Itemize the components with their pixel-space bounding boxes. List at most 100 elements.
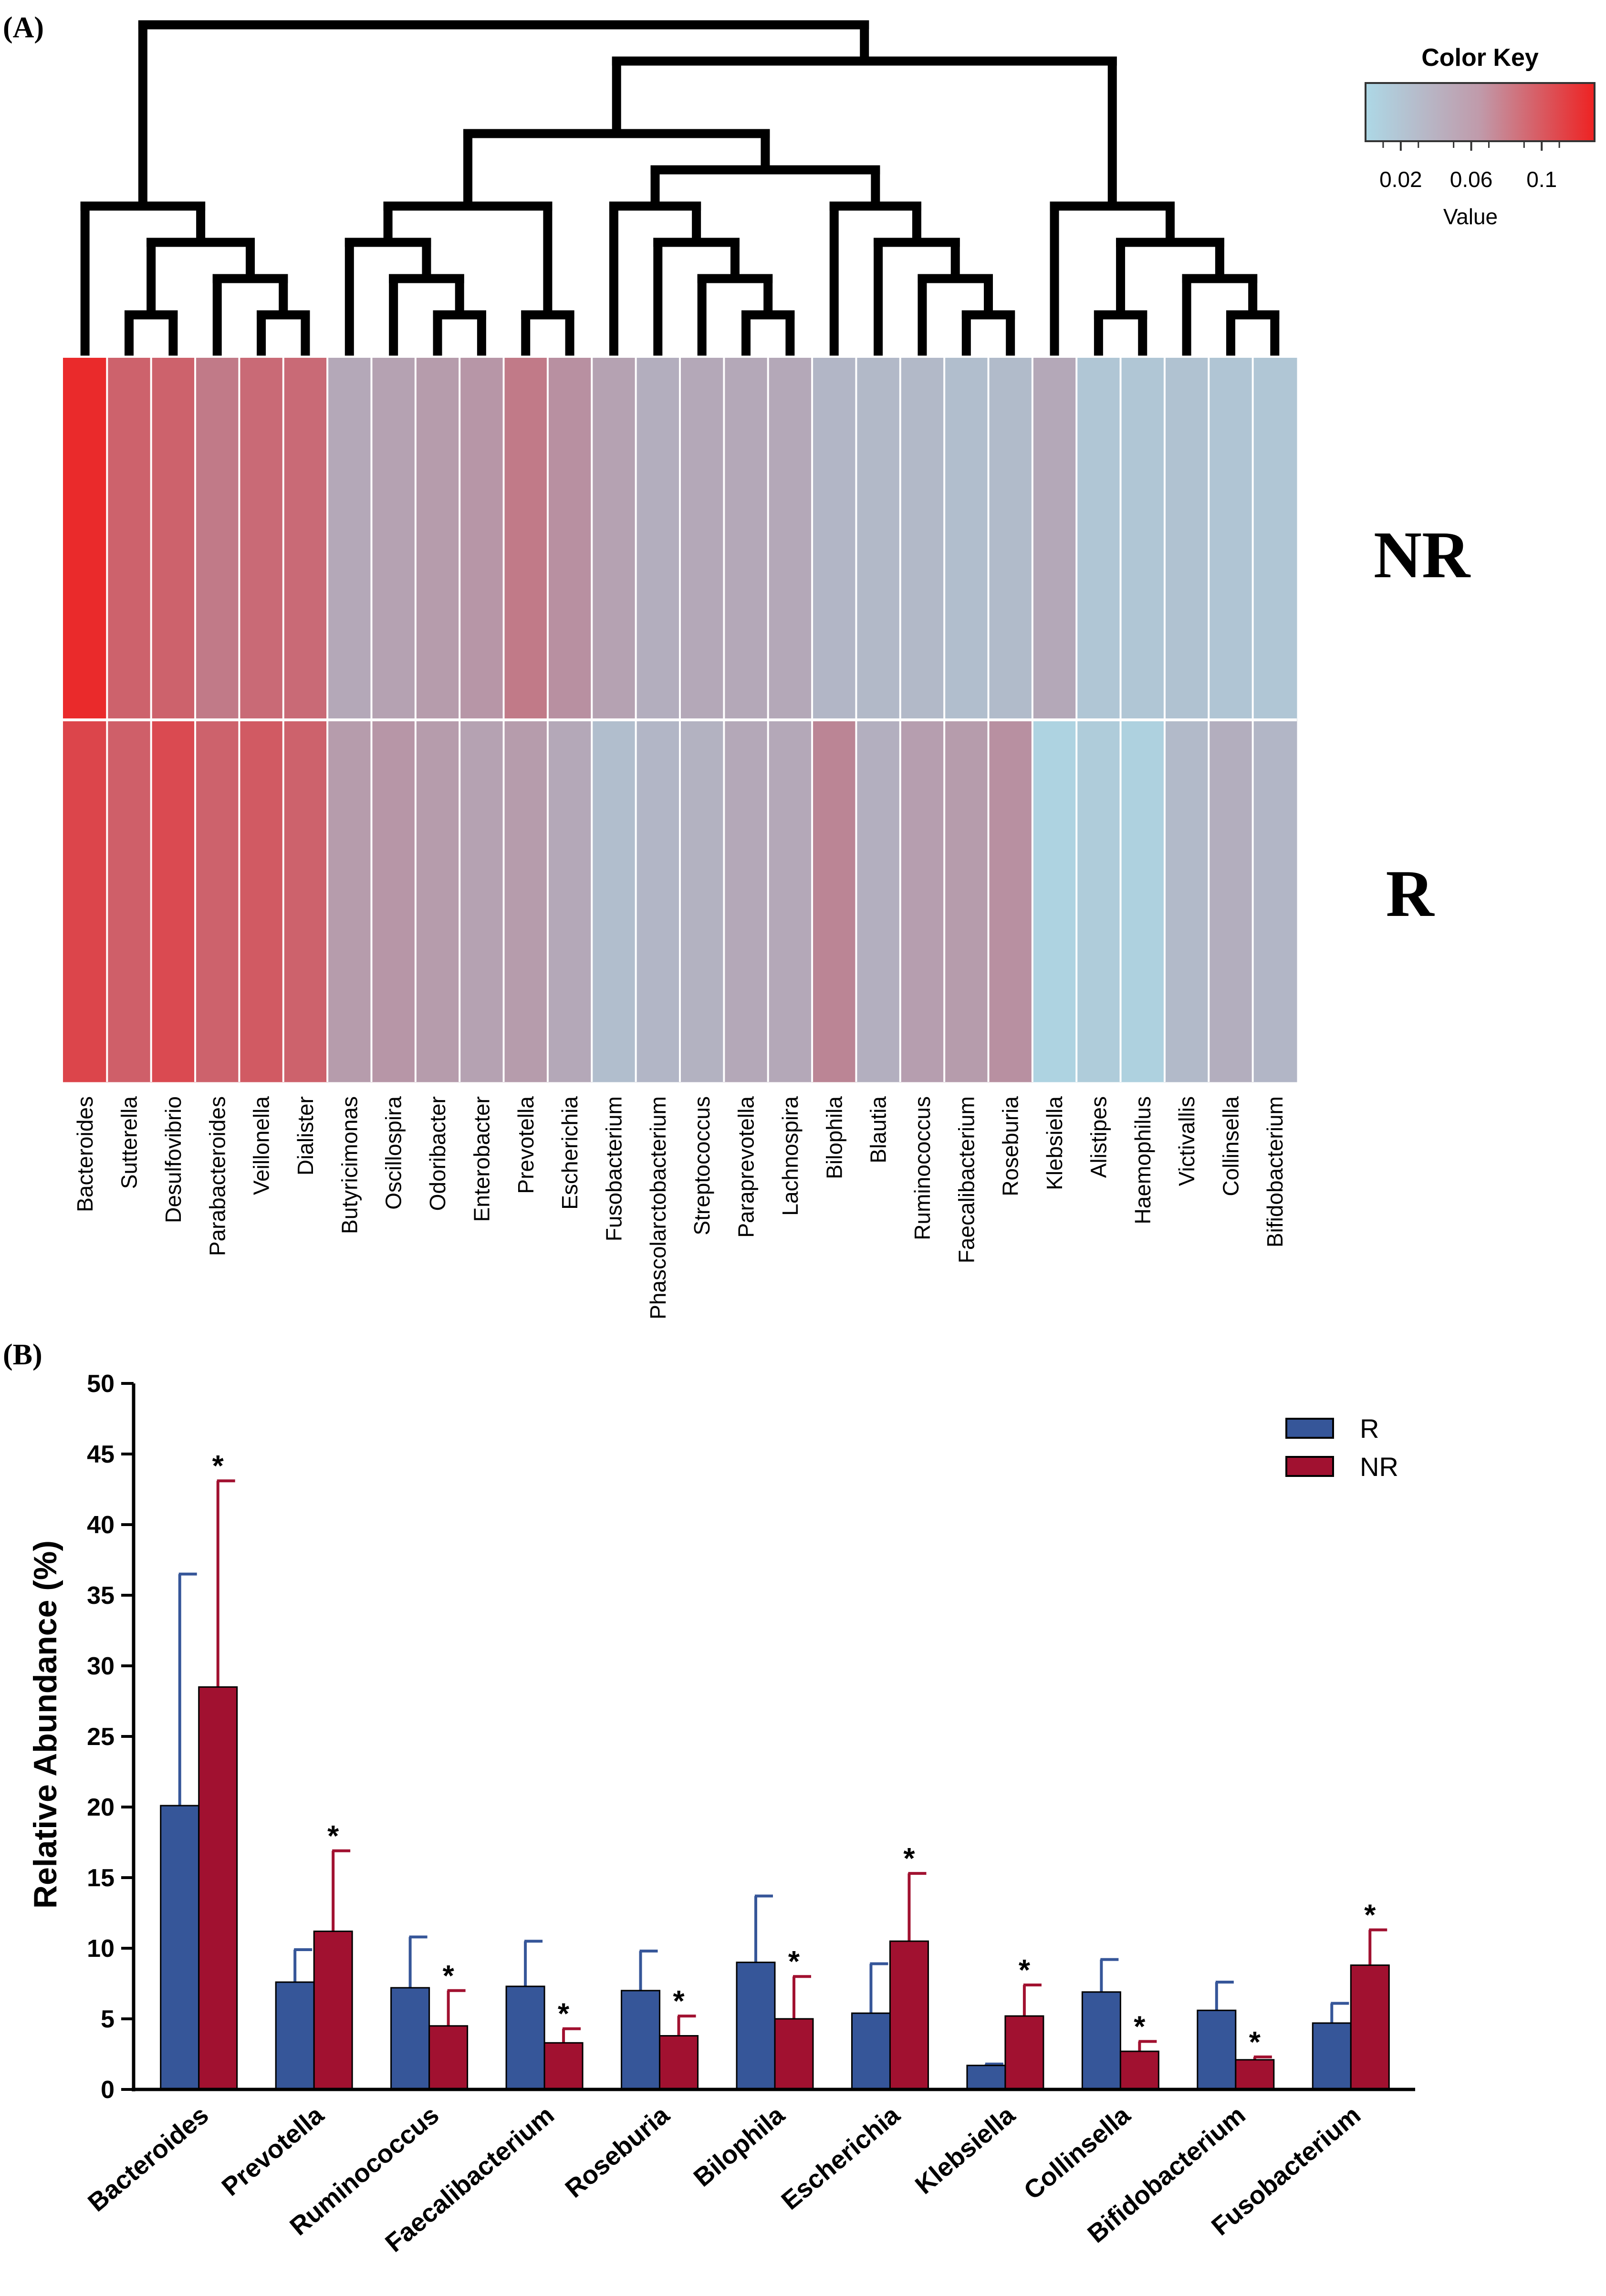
bar-r-prevotella xyxy=(275,1981,315,2090)
heatmap-cell-r-bifidobacterium xyxy=(1252,720,1297,1082)
column-label-bilophila: Bilophila xyxy=(822,1096,846,1179)
significance-star-bacteroides: * xyxy=(212,1450,224,1483)
column-label-paraprevotella: Paraprevotella xyxy=(734,1096,759,1238)
color-key-tick-label: 0.06 xyxy=(1450,167,1493,192)
significance-star-faecalibacterium: * xyxy=(558,1998,570,2031)
bar-marks: * * * * * * * * * * * xyxy=(160,1450,1390,2090)
legend-swatch-nr xyxy=(1285,1456,1334,1477)
heatmap-cell-nr-streptococcus xyxy=(680,358,724,720)
color-key-title: Color Key xyxy=(1421,44,1539,72)
bar-r-faecalibacterium xyxy=(505,1985,545,2090)
heatmap-cell-nr-escherichia xyxy=(547,358,592,720)
bar-r-roseburia xyxy=(621,1990,661,2090)
color-key: Color Key 0.02 0.06 0.1 Value xyxy=(1365,44,1596,229)
heatmap-cell-nr-enterobacter xyxy=(459,358,504,720)
heatmap-cell-nr-fusobacterium xyxy=(592,358,636,720)
legend: R NR xyxy=(1285,1413,1398,1482)
heatmap-cell-r-faecalibacterium xyxy=(944,720,989,1082)
heatmap-cell-r-paraprevotella xyxy=(724,720,769,1082)
x-label-prevotella: Prevotella xyxy=(217,2100,330,2202)
y-axis-title: Relative Abundance (%) xyxy=(27,1540,63,1909)
heatmap-cell-nr-parabacteroides xyxy=(195,358,240,720)
y-tick-label: 50 xyxy=(87,1370,115,1398)
y-tick-label: 10 xyxy=(87,1935,115,1963)
color-key-tick-label: 0.1 xyxy=(1526,167,1557,192)
heatmap-cell-nr-alistipes xyxy=(1076,358,1121,720)
bar-nr-collinsella xyxy=(1119,2050,1159,2090)
column-label-victivallis: Victivallis xyxy=(1174,1096,1199,1186)
significance-star-escherichia: * xyxy=(903,1842,915,1875)
y-tick-label: 45 xyxy=(87,1441,115,1468)
heatmap-cell-nr-prevotella xyxy=(503,358,548,720)
column-label-haemophilus: Haemophilus xyxy=(1130,1096,1155,1224)
column-label-bacteroides: Bacteroides xyxy=(73,1096,97,1212)
panel-b-label: (B) xyxy=(3,1339,42,1371)
heatmap-cell-nr-oscillospira xyxy=(371,358,416,720)
heatmap-cell-r-klebsiella xyxy=(1032,720,1077,1082)
bar-r-bacteroides xyxy=(160,1805,200,2090)
significance-star-klebsiella: * xyxy=(1019,1954,1031,1987)
panel-a-label: (A) xyxy=(3,11,44,44)
column-label-prevotella: Prevotella xyxy=(513,1096,538,1194)
column-label-butyricimonas: Butyricimonas xyxy=(337,1096,362,1234)
heatmap-cell-nr-phascolarctobacterium xyxy=(636,358,680,720)
column-label-lachnospira: Lachnospira xyxy=(778,1096,803,1216)
x-label-bacteroides: Bacteroides xyxy=(83,2100,214,2217)
column-label-enterobacter: Enterobacter xyxy=(469,1096,494,1222)
column-label-bifidobacterium: Bifidobacterium xyxy=(1262,1096,1287,1247)
bar-nr-roseburia xyxy=(659,2035,699,2090)
heatmap-cell-nr-veillonella xyxy=(239,358,284,720)
heatmap-cell-nr-roseburia xyxy=(988,358,1033,720)
heatmap-cell-r-parabacteroides xyxy=(195,720,240,1082)
y-tick-label: 5 xyxy=(101,2005,115,2033)
heatmap-cell-r-collinsella xyxy=(1209,720,1253,1082)
y-tick-label: 30 xyxy=(87,1652,115,1680)
column-label-veillonella: Veillonella xyxy=(249,1096,274,1195)
bar-nr-fusobacterium xyxy=(1350,1964,1390,2090)
heatmap-cell-r-roseburia xyxy=(988,720,1033,1082)
column-label-streptococcus: Streptococcus xyxy=(689,1096,714,1235)
heatmap-cell-r-ruminococcus xyxy=(900,720,945,1082)
bar-nr-prevotella xyxy=(313,1930,353,2090)
x-label-roseburia: Roseburia xyxy=(560,2100,675,2203)
heatmap-cell-r-phascolarctobacterium xyxy=(636,720,680,1082)
color-key-tick-label: 0.02 xyxy=(1379,167,1422,192)
column-label-parabacteroides: Parabacteroides xyxy=(205,1096,229,1256)
color-key-gradient xyxy=(1365,82,1596,142)
column-label-klebsiella: Klebsiella xyxy=(1042,1096,1067,1190)
x-axis-labels: Bacteroides PrevotellaRuminococcusFaecali… xyxy=(83,2100,1366,2258)
heatmap-cell-nr-butyricimonas xyxy=(327,358,372,720)
heatmap-cell-r-blautia xyxy=(856,720,901,1082)
heatmap-cell-r-bilophila xyxy=(812,720,856,1082)
column-label-odoribacter: Odoribacter xyxy=(425,1096,450,1211)
x-label-collinsella: Collinsella xyxy=(1019,2100,1136,2205)
row-label-nr: NR xyxy=(1374,518,1471,592)
x-label-escherichia: Escherichia xyxy=(776,2100,906,2215)
bar-r-escherichia xyxy=(851,2012,891,2090)
heatmap-cells xyxy=(63,358,1297,1082)
heatmap-cell-r-oscillospira xyxy=(371,720,416,1082)
bar-r-collinsella xyxy=(1081,1991,1121,2090)
heatmap-grid xyxy=(63,358,1297,1082)
significance-star-prevotella: * xyxy=(327,1820,339,1853)
significance-star-ruminococcus: * xyxy=(443,1960,455,1993)
heatmap-cell-r-veillonella xyxy=(239,720,284,1082)
column-dendrogram xyxy=(80,20,1280,356)
bar-chart: Relative Abundance (%) 0 5 10 15 20 25 30 35 40 4… xyxy=(27,1370,1415,2258)
column-label-faecalibacterium: Faecalibacterium xyxy=(954,1096,979,1263)
color-key-ticks: 0.02 0.06 0.1 xyxy=(1379,141,1560,192)
heatmap-cell-r-alistipes xyxy=(1076,720,1121,1082)
heatmap-cell-r-lachnospira xyxy=(768,720,813,1082)
heatmap-cell-nr-odoribacter xyxy=(415,358,460,720)
x-label-klebsiella: Klebsiella xyxy=(910,2100,1021,2200)
column-label-fusobacterium: Fusobacterium xyxy=(601,1096,626,1241)
heatmap-cell-nr-blautia xyxy=(856,358,901,720)
bar-r-ruminococcus xyxy=(390,1987,430,2090)
legend-label-nr: NR xyxy=(1360,1452,1398,1482)
heatmap: Bacteroides Sutterella Desulfovibrio Paraba… xyxy=(63,20,1471,1319)
y-tick-label: 40 xyxy=(87,1511,115,1539)
bar-nr-klebsiella xyxy=(1004,2015,1044,2090)
bar-nr-ruminococcus xyxy=(428,2025,469,2090)
y-tick-label: 20 xyxy=(87,1794,115,1821)
heatmap-cell-r-victivallis xyxy=(1164,720,1209,1082)
